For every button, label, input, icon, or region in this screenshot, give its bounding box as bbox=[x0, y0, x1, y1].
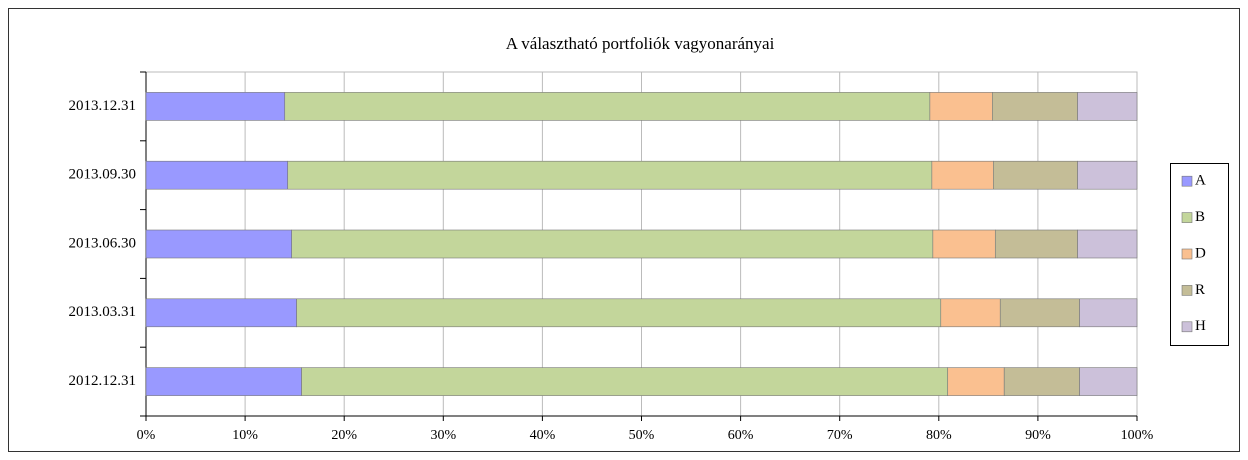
legend-swatch bbox=[1181, 321, 1193, 333]
bar-segment bbox=[145, 367, 302, 396]
legend-box bbox=[1170, 163, 1229, 346]
x-tick-label: 40% bbox=[530, 428, 556, 443]
x-tick-label: 100% bbox=[1121, 428, 1154, 443]
x-tick-label: 90% bbox=[1025, 428, 1051, 443]
bar-segment bbox=[145, 92, 286, 121]
x-tick-label: 30% bbox=[430, 428, 456, 443]
bar-segment bbox=[940, 298, 1001, 328]
bar-segment bbox=[291, 229, 934, 259]
bar-segment bbox=[145, 160, 289, 190]
legend-label: D bbox=[1195, 245, 1206, 261]
bar-segment bbox=[1077, 229, 1138, 259]
bar-segment bbox=[1003, 367, 1080, 396]
legend-label: A bbox=[1195, 173, 1206, 189]
y-tick-label: 2013.09.30 bbox=[69, 167, 137, 183]
bar-segment bbox=[145, 229, 292, 259]
x-tick-label: 20% bbox=[331, 428, 357, 443]
bar-segment bbox=[145, 298, 297, 328]
x-tick-label: 80% bbox=[926, 428, 952, 443]
legend-swatch bbox=[1181, 285, 1193, 296]
x-tick-label: 50% bbox=[629, 428, 655, 443]
bar-segment bbox=[929, 92, 993, 121]
bar-segment bbox=[994, 229, 1078, 259]
x-tick-label: 70% bbox=[827, 428, 853, 443]
x-tick-label: 10% bbox=[232, 428, 258, 443]
y-tick-label: 2013.06.30 bbox=[69, 235, 137, 251]
bar-segment bbox=[992, 92, 1078, 121]
bar-segment bbox=[931, 160, 994, 190]
bar-segment bbox=[296, 298, 942, 328]
bar-segment bbox=[287, 160, 933, 190]
bar-segment bbox=[1077, 160, 1138, 190]
bar-segment bbox=[1079, 298, 1138, 328]
legend-swatch bbox=[1181, 175, 1193, 187]
legend-label: H bbox=[1195, 318, 1206, 334]
legend-swatch bbox=[1181, 248, 1193, 260]
bar-segment bbox=[999, 298, 1080, 328]
legend-label: R bbox=[1195, 282, 1205, 298]
chart-title: A választható portfoliók vagyonarányai bbox=[506, 34, 775, 53]
bar-segment bbox=[1079, 367, 1138, 396]
bar-segment bbox=[932, 229, 996, 259]
legend-swatch bbox=[1181, 212, 1193, 223]
bar-segment bbox=[301, 367, 949, 396]
y-tick-label: 2012.12.31 bbox=[69, 373, 137, 389]
y-tick-label: 2013.03.31 bbox=[69, 304, 137, 320]
bar-segment bbox=[1077, 92, 1138, 121]
bar-segment bbox=[947, 367, 1005, 396]
bar-segment bbox=[993, 160, 1078, 190]
x-tick-label: 60% bbox=[728, 428, 754, 443]
bar-segment bbox=[284, 92, 931, 121]
y-tick-label: 2013.12.31 bbox=[69, 98, 137, 114]
legend-label: B bbox=[1195, 209, 1205, 225]
x-tick-label: 0% bbox=[137, 428, 156, 443]
